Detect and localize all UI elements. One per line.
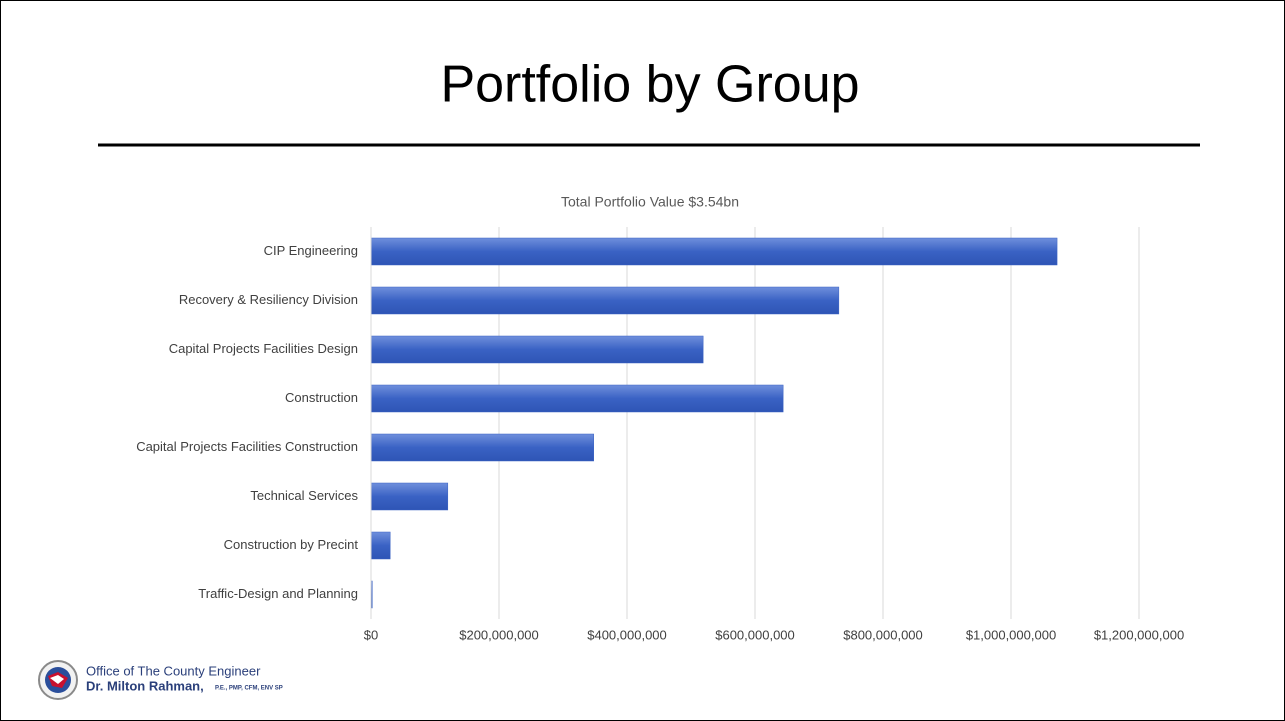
bar [370,482,449,511]
y-tick-label: Construction [285,390,358,405]
bar [370,335,704,364]
x-tick-label: $0 [364,627,378,642]
footer-credentials: P.E., PMP, CFM, ENV SP [215,686,283,692]
y-tick-label: Recovery & Resiliency Division [179,292,358,307]
y-tick-label: Technical Services [250,488,358,503]
y-tick-label: Construction by Precint [224,537,359,552]
x-tick-label: $400,000,000 [587,627,667,642]
bar [370,433,594,462]
footer-office: Office of The County Engineer [86,663,261,678]
y-tick-label: Traffic-Design and Planning [198,586,358,601]
y-tick-label: Capital Projects Facilities Construction [136,439,358,454]
x-tick-label: $200,000,000 [459,627,539,642]
x-tick-label: $1,200,000,000 [1094,627,1184,642]
slide-title: Portfolio by Group [440,56,859,114]
bar [370,286,840,315]
x-tick-label: $600,000,000 [715,627,795,642]
footer-name: Dr. Milton Rahman, [86,678,204,693]
bar [370,531,391,560]
bar [370,237,1058,266]
x-tick-label: $800,000,000 [843,627,923,642]
y-tick-label: Capital Projects Facilities Design [169,341,358,356]
logo [38,660,78,700]
chart-title: Total Portfolio Value $3.54bn [561,194,739,210]
x-tick-label: $1,000,000,000 [966,627,1056,642]
bar [370,384,784,413]
y-tick-label: CIP Engineering [264,243,358,258]
